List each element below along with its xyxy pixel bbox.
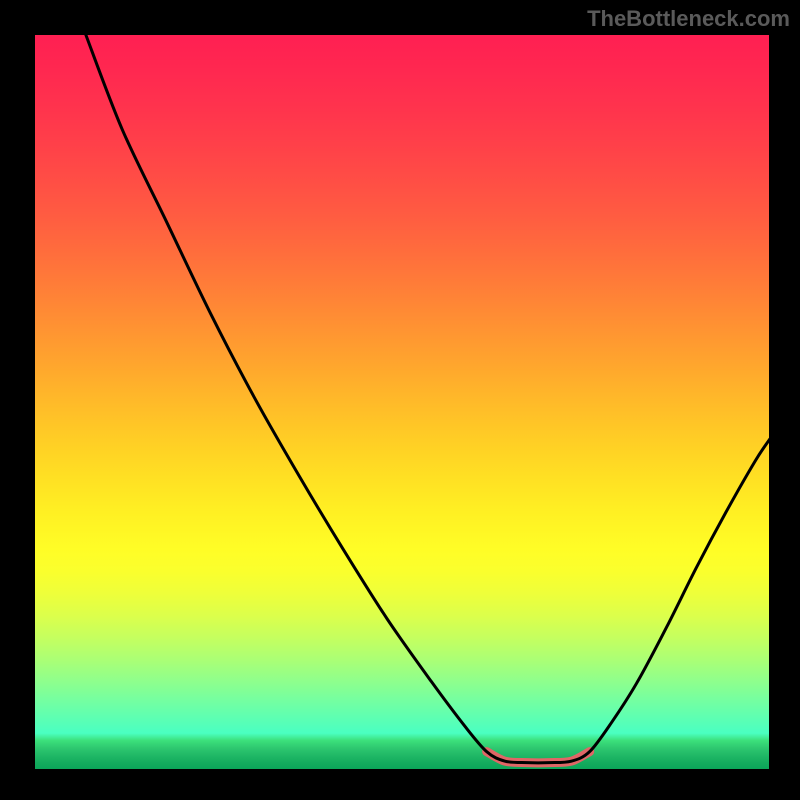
bottleneck-chart xyxy=(0,0,800,800)
chart-container: TheBottleneck.com xyxy=(0,0,800,800)
watermark-text: TheBottleneck.com xyxy=(587,6,790,32)
plot-background xyxy=(34,34,770,770)
